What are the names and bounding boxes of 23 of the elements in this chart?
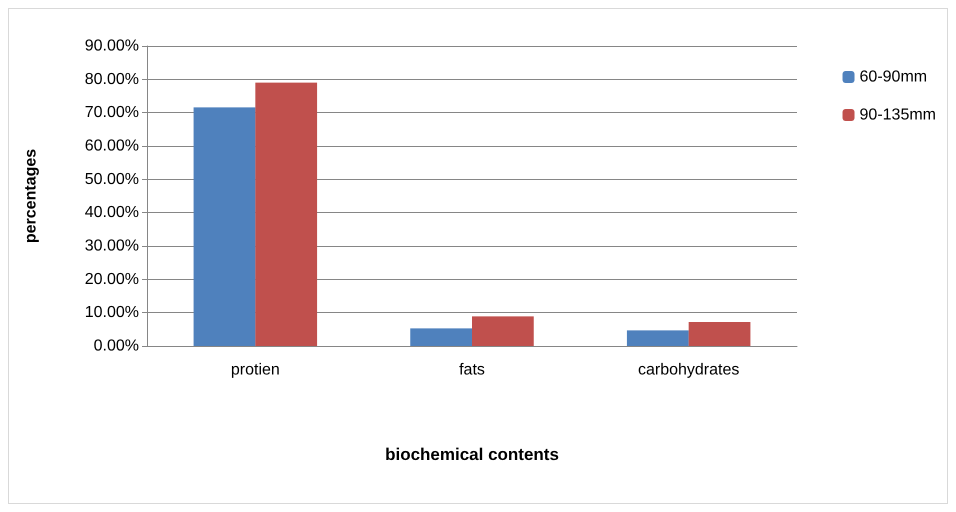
y-tick-label: 50.00%: [84, 170, 139, 188]
x-tick-label: protien: [230, 362, 280, 378]
y-tick-label: 60.00%: [84, 138, 139, 154]
x-tick-label: carbohydrates: [638, 362, 740, 378]
y-tick-label: 0.00%: [94, 338, 139, 354]
bar: [255, 82, 318, 346]
legend-label: 90-135mm: [860, 106, 936, 124]
bar: [472, 316, 534, 346]
x-tick-label: fats: [459, 362, 485, 378]
bar: [194, 107, 256, 346]
bar: [688, 322, 750, 346]
bar: [410, 328, 472, 346]
y-tick-label: 40.00%: [84, 204, 139, 222]
y-tick-label: 70.00%: [84, 104, 139, 122]
y-tick-label: 80.00%: [84, 70, 139, 88]
y-tick-label: 20.00%: [84, 270, 139, 288]
y-tick-label: 10.00%: [84, 304, 139, 322]
bar: [626, 330, 689, 346]
legend-label: 60-90mm: [860, 68, 928, 86]
x-axis-title: biochemical contents: [385, 445, 559, 464]
y-axis-title: percentages: [22, 148, 40, 244]
y-tick-label: 90.00%: [84, 38, 139, 54]
y-tick-label: 30.00%: [84, 238, 139, 254]
